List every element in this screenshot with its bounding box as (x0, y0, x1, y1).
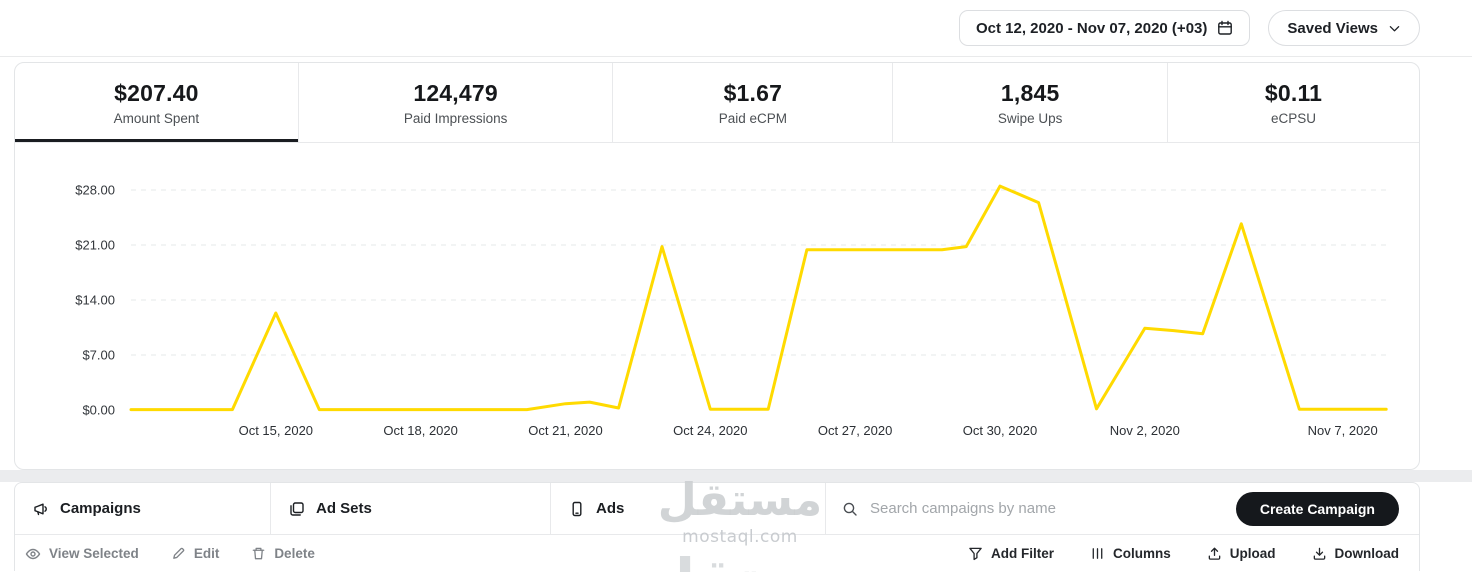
ad-sets-icon (289, 501, 305, 517)
columns-button[interactable]: Columns (1090, 546, 1171, 561)
chevron-down-icon (1388, 23, 1401, 34)
delete-button[interactable]: Delete (251, 546, 315, 561)
date-range-picker[interactable]: Oct 12, 2020 - Nov 07, 2020 (+03) (958, 10, 1251, 46)
metric-card-paid-ecpm[interactable]: $1.67 Paid eCPM (613, 63, 894, 142)
metric-label: eCPSU (1271, 110, 1317, 126)
toolbar-item-label: Add Filter (990, 546, 1054, 561)
toolbar-item-label: Download (1334, 546, 1400, 561)
svg-text:Oct 15, 2020: Oct 15, 2020 (239, 423, 313, 438)
tab-ads[interactable]: Ads (551, 483, 826, 534)
svg-text:$28.00: $28.00 (75, 183, 115, 198)
download-icon (1312, 546, 1327, 561)
tab-label: Ad Sets (316, 500, 372, 517)
edit-button[interactable]: Edit (171, 546, 220, 561)
megaphone-icon (33, 501, 49, 517)
eye-icon (25, 546, 41, 562)
add-filter-button[interactable]: Add Filter (968, 546, 1054, 561)
saved-views-label: Saved Views (1287, 19, 1378, 37)
create-campaign-wrap: Create Campaign (1235, 483, 1419, 534)
calendar-icon (1217, 20, 1233, 36)
metric-label: Amount Spent (113, 110, 200, 126)
metric-card-paid-impressions[interactable]: 124,479 Paid Impressions (299, 63, 614, 142)
metric-value: 1,845 (1000, 79, 1060, 106)
create-campaign-button[interactable]: Create Campaign (1235, 491, 1399, 526)
metric-cards-row: $207.40 Amount Spent 124,479 Paid Impres… (15, 63, 1419, 143)
trash-icon (251, 546, 266, 561)
tab-label: Ads (596, 500, 625, 517)
svg-text:Oct 27, 2020: Oct 27, 2020 (818, 423, 892, 438)
toolbar-item-label: Edit (193, 546, 220, 561)
metric-label: Paid Impressions (403, 110, 508, 126)
toolbar-item-label: Upload (1229, 546, 1276, 561)
metric-card-amount-spent[interactable]: $207.40 Amount Spent (15, 63, 299, 142)
svg-text:$14.00: $14.00 (75, 293, 115, 308)
svg-text:Nov 2, 2020: Nov 2, 2020 (1110, 423, 1180, 438)
tab-ad-sets[interactable]: Ad Sets (271, 483, 551, 534)
tab-label: Campaigns (60, 500, 141, 517)
metric-card-swipe-ups[interactable]: 1,845 Swipe Ups (893, 63, 1169, 142)
saved-views-dropdown[interactable]: Saved Views (1268, 10, 1420, 46)
svg-text:$0.00: $0.00 (82, 403, 115, 418)
upload-button[interactable]: Upload (1207, 546, 1276, 561)
metrics-chart-card: $207.40 Amount Spent 124,479 Paid Impres… (14, 62, 1420, 470)
view-selected-button[interactable]: View Selected (25, 546, 139, 562)
svg-text:Nov 7, 2020: Nov 7, 2020 (1308, 423, 1378, 438)
metric-value: 124,479 (413, 79, 498, 106)
svg-text:$7.00: $7.00 (82, 348, 115, 363)
svg-text:Oct 18, 2020: Oct 18, 2020 (383, 423, 457, 438)
metric-value: $207.40 (114, 79, 199, 106)
date-range-text: Oct 12, 2020 - Nov 07, 2020 (+03) (975, 19, 1208, 37)
top-bar: Oct 12, 2020 - Nov 07, 2020 (+03) Saved … (0, 0, 1472, 57)
pencil-icon (171, 546, 186, 561)
upload-icon (1207, 546, 1222, 561)
campaign-table-card: Campaigns Ad Sets Ads Create Campaign (14, 482, 1420, 571)
toolbar-item-label: View Selected (49, 546, 139, 561)
columns-icon (1090, 546, 1105, 561)
table-toolbar: View Selected Edit Delete Add Filter (15, 535, 1419, 572)
chart-canvas: $28.00 $21.00 $14.00 $7.00 $0.00 Oct 15, 2020… (75, 183, 1391, 438)
search-input[interactable] (870, 500, 1220, 517)
tab-campaigns[interactable]: Campaigns (15, 483, 271, 534)
spend-line-chart: $28.00 $21.00 $14.00 $7.00 $0.00 Oct 15, 2020… (15, 143, 1419, 469)
toolbar-right-group: Add Filter Columns Upload Download (968, 546, 1399, 561)
svg-text:Oct 30, 2020: Oct 30, 2020 (963, 423, 1037, 438)
entity-tabs: Campaigns Ad Sets Ads Create Campaign (15, 483, 1419, 535)
phone-icon (569, 501, 585, 517)
toolbar-item-label: Delete (274, 546, 315, 561)
metric-card-ecpsu[interactable]: $0.11 eCPSU (1168, 63, 1419, 142)
svg-text:Oct 21, 2020: Oct 21, 2020 (528, 423, 602, 438)
metric-value: $1.67 (723, 79, 783, 106)
metric-label: Paid eCPM (718, 110, 787, 126)
campaign-search (826, 483, 1236, 534)
svg-text:$21.00: $21.00 (75, 238, 115, 253)
toolbar-left-group: View Selected Edit Delete (25, 546, 315, 562)
metric-label: Swipe Ups (997, 110, 1063, 126)
metric-value: $0.11 (1264, 79, 1323, 106)
svg-text:Oct 24, 2020: Oct 24, 2020 (673, 423, 747, 438)
search-icon (842, 501, 858, 517)
toolbar-item-label: Columns (1112, 546, 1171, 561)
filter-icon (968, 546, 983, 561)
download-button[interactable]: Download (1312, 546, 1400, 561)
section-divider (0, 470, 1472, 482)
